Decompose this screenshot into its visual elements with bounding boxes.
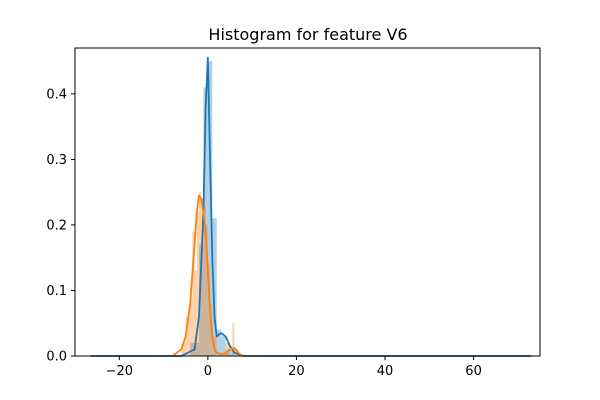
histogram-bar-1-8 [203, 205, 206, 356]
histogram-bar-0-4 [212, 218, 217, 356]
x-tick-label: 20 [288, 364, 305, 379]
histogram-bar-1-2 [190, 297, 193, 356]
histogram-bar-0-1 [199, 244, 204, 356]
histogram-bar-0-2 [203, 87, 208, 356]
y-tick-label: 0.2 [46, 218, 67, 233]
x-tick-label: 0 [204, 364, 212, 379]
histogram-bar-1-3 [192, 231, 195, 356]
kde-line-0 [90, 56, 532, 357]
x-tick-label: 40 [377, 364, 394, 379]
kde-layer [90, 56, 532, 357]
histogram-bar-1-10 [207, 264, 211, 356]
y-tick-label: 0.0 [46, 350, 67, 365]
histogram-bar-0-3 [207, 61, 213, 356]
histogram-bar-1-0 [181, 342, 186, 356]
y-tick-label: 0.1 [46, 284, 67, 299]
y-tick-label: 0.3 [46, 153, 67, 168]
plot-frame [74, 47, 541, 357]
histogram-bar-1-5 [196, 211, 199, 356]
histogram-bar-1-7 [201, 198, 204, 356]
bars-layer [181, 61, 239, 356]
histogram-bar-0-5 [216, 329, 222, 356]
histogram-bar-1-13 [225, 342, 230, 356]
histogram-bar-1-1 [185, 316, 191, 356]
x-tick-label: 60 [465, 364, 482, 379]
y-tick-label: 0.4 [46, 87, 67, 102]
x-tick-label: −20 [106, 364, 133, 379]
kde-line-1 [171, 194, 244, 357]
histogram-bar-0-7 [225, 349, 235, 356]
histogram-bar-1-9 [205, 224, 208, 356]
axes-layer: −20 0 20 40 60 0.0 0.1 0.2 0.3 0.4 [46, 47, 541, 379]
chart-title: Histogram for feature V6 [208, 25, 407, 44]
histogram-bar-0-6 [221, 336, 226, 356]
histogram-bar-1-14 [232, 323, 235, 356]
histogram-bar-1-4 [194, 270, 197, 356]
